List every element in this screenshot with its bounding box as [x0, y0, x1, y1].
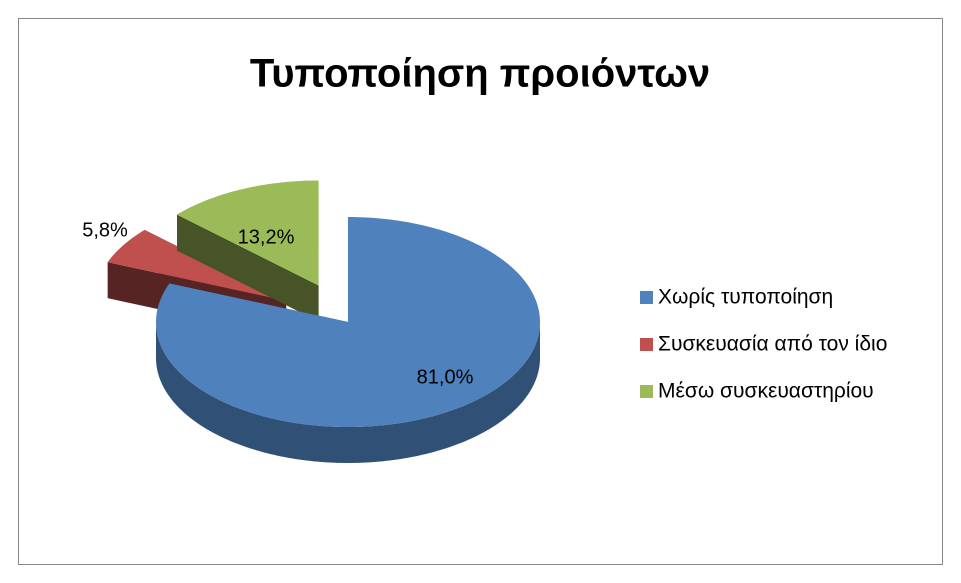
data-label: 13,2% [238, 226, 295, 248]
legend-swatch [640, 338, 653, 351]
chart-title: Τυποποίηση προιόντων [250, 52, 710, 96]
legend-label: Μέσω συσκευαστηρίου [658, 380, 874, 403]
slice-face [177, 214, 319, 322]
legend-swatch [640, 385, 653, 398]
slice-side [156, 322, 540, 463]
data-label: 5,8% [82, 219, 128, 241]
legend-label: Συσκευασία από τον ίδιο [658, 333, 887, 356]
legend-swatch [640, 291, 653, 304]
slice [177, 180, 319, 286]
slice [156, 217, 540, 427]
legend-label: Χωρίς τυποποίηση [658, 286, 833, 309]
slice [107, 229, 287, 301]
data-label: 81,0% [417, 366, 474, 388]
